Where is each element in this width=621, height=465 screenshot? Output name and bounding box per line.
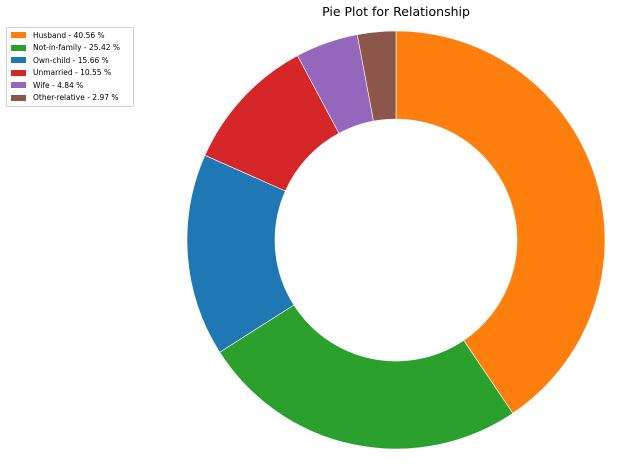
legend-swatch-unmarried (11, 69, 26, 76)
legend-item-unmarried: Unmarried - 10.55 % (7, 67, 133, 79)
legend-label-other-relative: Other-relative - 2.97 % (33, 93, 119, 102)
legend-swatch-husband (11, 32, 26, 38)
legend-item-not-in-family: Not-in-family - 25.42 % (7, 42, 133, 54)
legend-item-other-relative: Other-relative - 2.97 % (7, 92, 133, 104)
legend: Husband - 40.56 % Not-in-family - 25.42 … (6, 27, 134, 107)
legend-label-unmarried: Unmarried - 10.55 % (33, 68, 112, 77)
legend-item-wife: Wife - 4.84 % (7, 79, 133, 91)
legend-swatch-wife (11, 82, 26, 88)
slice-other-relative (356, 30, 397, 122)
legend-label-husband: Husband - 40.56 % (33, 30, 105, 40)
legend-swatch-own-child (11, 57, 26, 63)
legend-swatch-not-in-family (11, 44, 26, 51)
slice-not-in-family (219, 304, 514, 450)
slice-husband (395, 30, 606, 414)
legend-item-own-child: Own-child - 15.66 % (7, 54, 133, 66)
legend-label-own-child: Own-child - 15.66 % (33, 55, 109, 65)
slice-own-child (186, 154, 295, 353)
chart-title: Pie Plot for Relationship (322, 4, 470, 19)
legend-swatch-other-relative (11, 94, 26, 101)
legend-item-husband: Husband - 40.56 % (7, 29, 133, 41)
legend-label-wife: Wife - 4.84 % (33, 80, 84, 90)
legend-label-not-in-family: Not-in-family - 25.42 % (33, 43, 120, 52)
